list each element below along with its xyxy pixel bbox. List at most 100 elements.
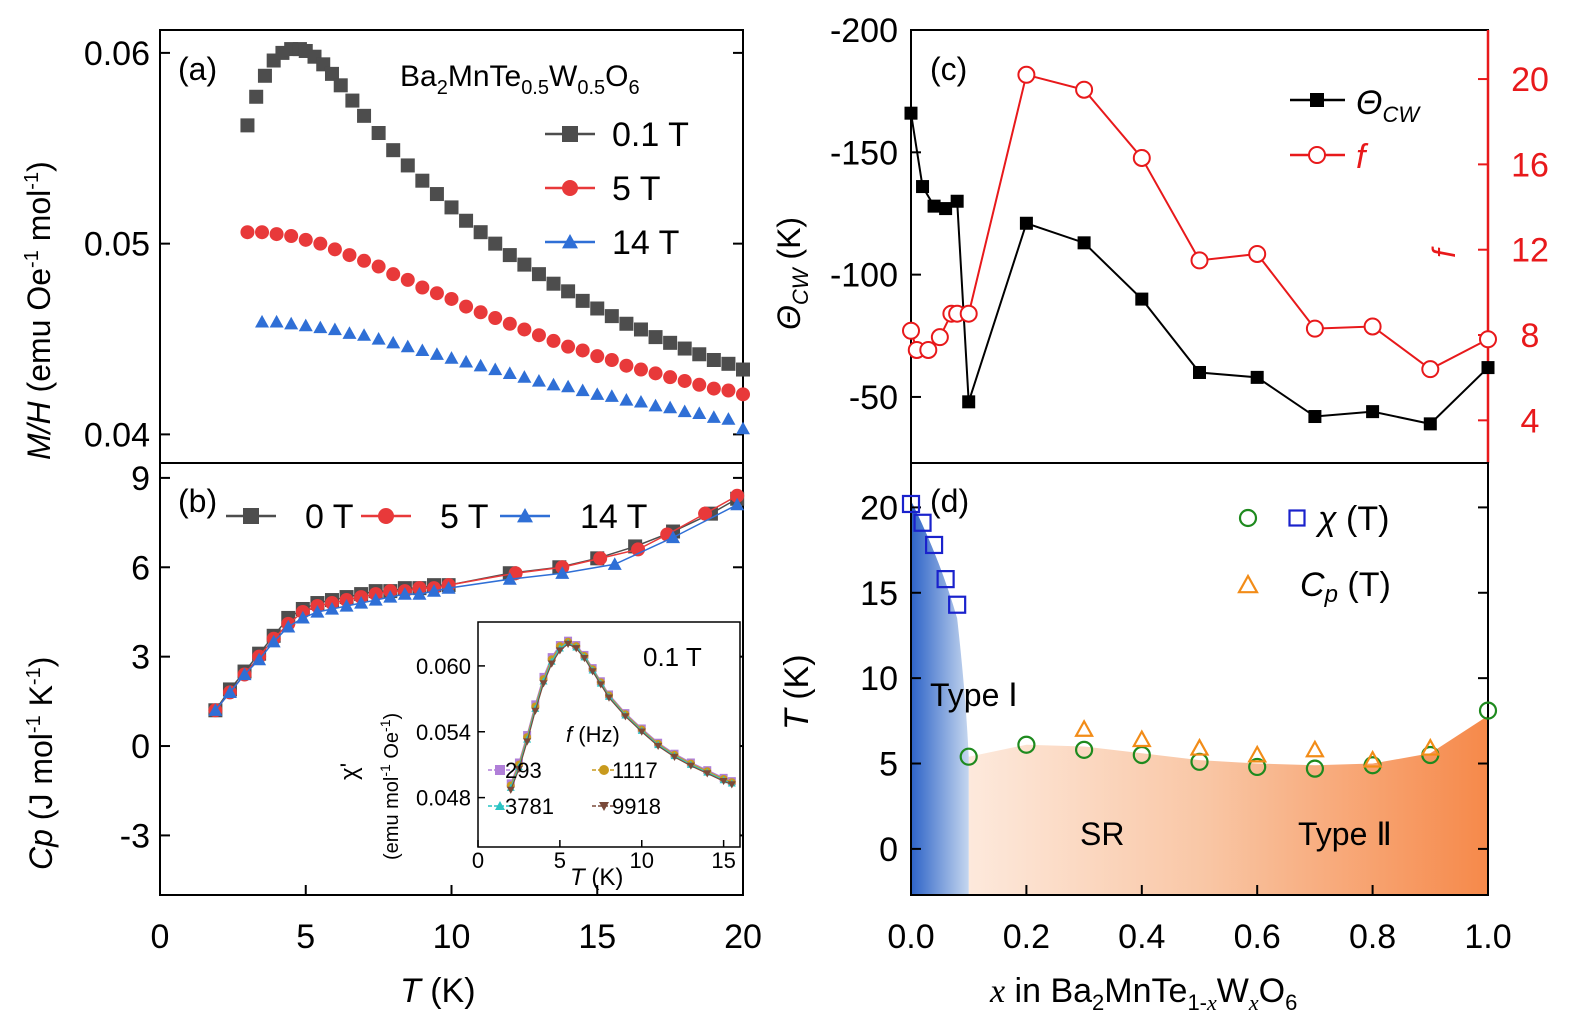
inset-legend-label: 9918: [612, 794, 661, 819]
legend-marker: [1288, 509, 1306, 527]
inset-data-point: [727, 781, 736, 789]
panel-c-frame: [910, 29, 1489, 464]
y-tick-label-right: 8: [1521, 317, 1540, 355]
data-point: [677, 341, 692, 356]
series-line: [214, 504, 738, 711]
inset-data-point: [596, 681, 605, 689]
legend-marker: [517, 508, 533, 523]
data-point: [706, 410, 721, 423]
inset-legend-marker: [495, 765, 505, 775]
data-point: [677, 373, 692, 388]
panel-b: (b) -3 0 3 6 9 0 5 10 15 20 0 T 5 T 14 T Cp (J mol-…: [23, 460, 762, 1010]
x-tick-label: 0.4: [1118, 918, 1165, 956]
legend-label-chi: χ (T): [1315, 500, 1389, 538]
inset-data-point: [555, 647, 564, 655]
theta-point: [1250, 370, 1264, 384]
data-point: [333, 78, 348, 93]
inset-x-tick-label: 0: [472, 848, 484, 873]
data-point: [1131, 729, 1152, 748]
x-tick-label: 10: [433, 918, 471, 956]
legend-label: 0 T: [305, 498, 354, 536]
data-point: [590, 349, 605, 364]
data-point: [255, 314, 270, 328]
x-tick-label: 0.8: [1349, 918, 1396, 956]
y-tick-label: 0.06: [84, 35, 150, 73]
panel-b-label: (b): [178, 483, 217, 519]
data-point: [429, 286, 444, 301]
data-point: [400, 158, 415, 173]
data-point: [1478, 701, 1498, 720]
data-point: [948, 595, 967, 614]
data-point: [298, 232, 313, 247]
f-point: [1305, 319, 1324, 338]
legend-marker: [1238, 508, 1258, 528]
data-point: [324, 601, 339, 615]
inset-data-point: [531, 707, 540, 715]
panel-c: (c) -200 -150 -100 -50 4 8 12 16 20 ΘCW f ΘCW (K)…: [771, 12, 1549, 464]
legend-cp-sub: p: [1324, 581, 1338, 608]
inset-ylabel-chi: χ': [336, 763, 363, 780]
data-point: [357, 253, 372, 268]
region-type2-label: Type Ⅱ: [1298, 816, 1392, 852]
data-point: [531, 267, 546, 282]
data-point: [730, 497, 745, 511]
y-tick-label: 6: [131, 549, 150, 587]
inset-data-point: [539, 680, 548, 688]
data-point: [619, 358, 634, 373]
theta-point: [904, 106, 918, 120]
legend-chi-symbol: χ: [1315, 500, 1338, 538]
f-point: [959, 304, 978, 323]
f-point: [1017, 65, 1036, 84]
data-point: [619, 393, 634, 406]
x-tick-label: 0: [151, 918, 170, 956]
y-tick-label: 0.04: [84, 416, 150, 454]
data-point: [310, 604, 325, 618]
data-point: [590, 301, 605, 316]
y-tick-label: 9: [131, 460, 150, 498]
data-point: [607, 557, 622, 570]
x-tick-label: 0.0: [887, 918, 934, 956]
legend-marker: [378, 508, 394, 524]
data-point: [313, 320, 328, 334]
x-tick-label: 1.0: [1464, 918, 1511, 956]
data-point: [444, 351, 459, 364]
inset-legend-label: 3781: [505, 794, 554, 819]
data-point: [1248, 757, 1267, 777]
data-point: [913, 513, 932, 532]
inset-y-tick-label: 0.048: [416, 786, 471, 811]
data-point: [1420, 737, 1441, 756]
data-point: [427, 584, 442, 597]
data-point: [295, 610, 310, 624]
inset-data-point: [514, 765, 523, 774]
inset-data-point: [719, 777, 728, 786]
data-point: [561, 284, 576, 299]
legend-label: 14 T: [612, 224, 679, 262]
data-point: [444, 291, 459, 306]
data-point: [1189, 737, 1210, 756]
f-point: [902, 321, 920, 340]
data-point: [692, 347, 707, 362]
theta-point: [927, 199, 941, 213]
legend-cp-symbol: C: [1300, 566, 1325, 604]
data-point: [648, 398, 663, 412]
data-point: [371, 259, 386, 274]
data-point: [429, 187, 444, 202]
inset-data-point: [547, 660, 556, 668]
data-point: [1247, 744, 1268, 763]
inset-x-tick-label: 10: [630, 848, 654, 873]
data-point: [473, 225, 488, 240]
f-point: [1421, 360, 1440, 379]
theta-point: [1193, 365, 1206, 379]
y-tick-label-left: -100: [830, 257, 898, 295]
panel-c-ylabel-right: f: [1426, 246, 1462, 258]
y-tick-label: -3: [120, 817, 150, 855]
data-point: [502, 366, 517, 379]
inset-data: [506, 636, 736, 794]
f-point: [1132, 148, 1151, 167]
data-point: [546, 276, 561, 291]
data-point: [575, 383, 590, 397]
data-point: [692, 406, 707, 420]
y-tick-label: 0: [879, 831, 898, 869]
inset-y-tick-label: 0.060: [416, 654, 471, 679]
data-point: [339, 599, 354, 612]
